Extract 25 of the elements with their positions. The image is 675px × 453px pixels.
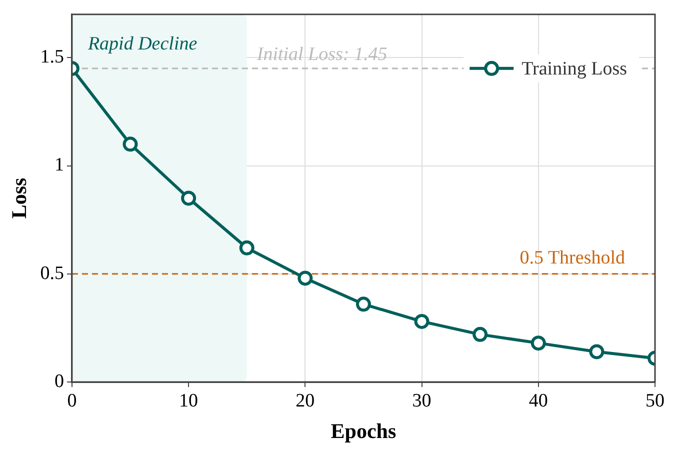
x-tick-label: 0 [67, 390, 77, 412]
y-tick-label: 1.5 [40, 46, 64, 68]
point [530, 336, 546, 351]
ref-line-label: Initial Loss: 1.45 [256, 44, 388, 65]
point [356, 296, 371, 312]
y-tick-label: 1 [54, 154, 64, 176]
x-tick-label: 20 [296, 390, 315, 412]
x-tick-label: 40 [528, 390, 548, 412]
y-axis-title: Loss [7, 178, 32, 219]
point [298, 270, 313, 286]
point [589, 344, 604, 360]
point [181, 190, 196, 206]
y-tick-label: 0 [54, 370, 64, 392]
point [239, 240, 254, 256]
x-axis-title: Epochs [330, 418, 396, 443]
point [472, 326, 488, 342]
y-tick-label: 0.5 [40, 262, 64, 284]
band-label: Rapid Decline [86, 33, 198, 54]
x-tick-label: 10 [179, 390, 198, 412]
x-tick-label: 50 [646, 390, 664, 412]
point [414, 314, 430, 329]
ref-line-label: 0.5 Threshold [520, 247, 626, 268]
x-tick-label: 30 [412, 390, 432, 412]
point [122, 136, 138, 152]
legend-label: Training Loss [522, 58, 628, 80]
